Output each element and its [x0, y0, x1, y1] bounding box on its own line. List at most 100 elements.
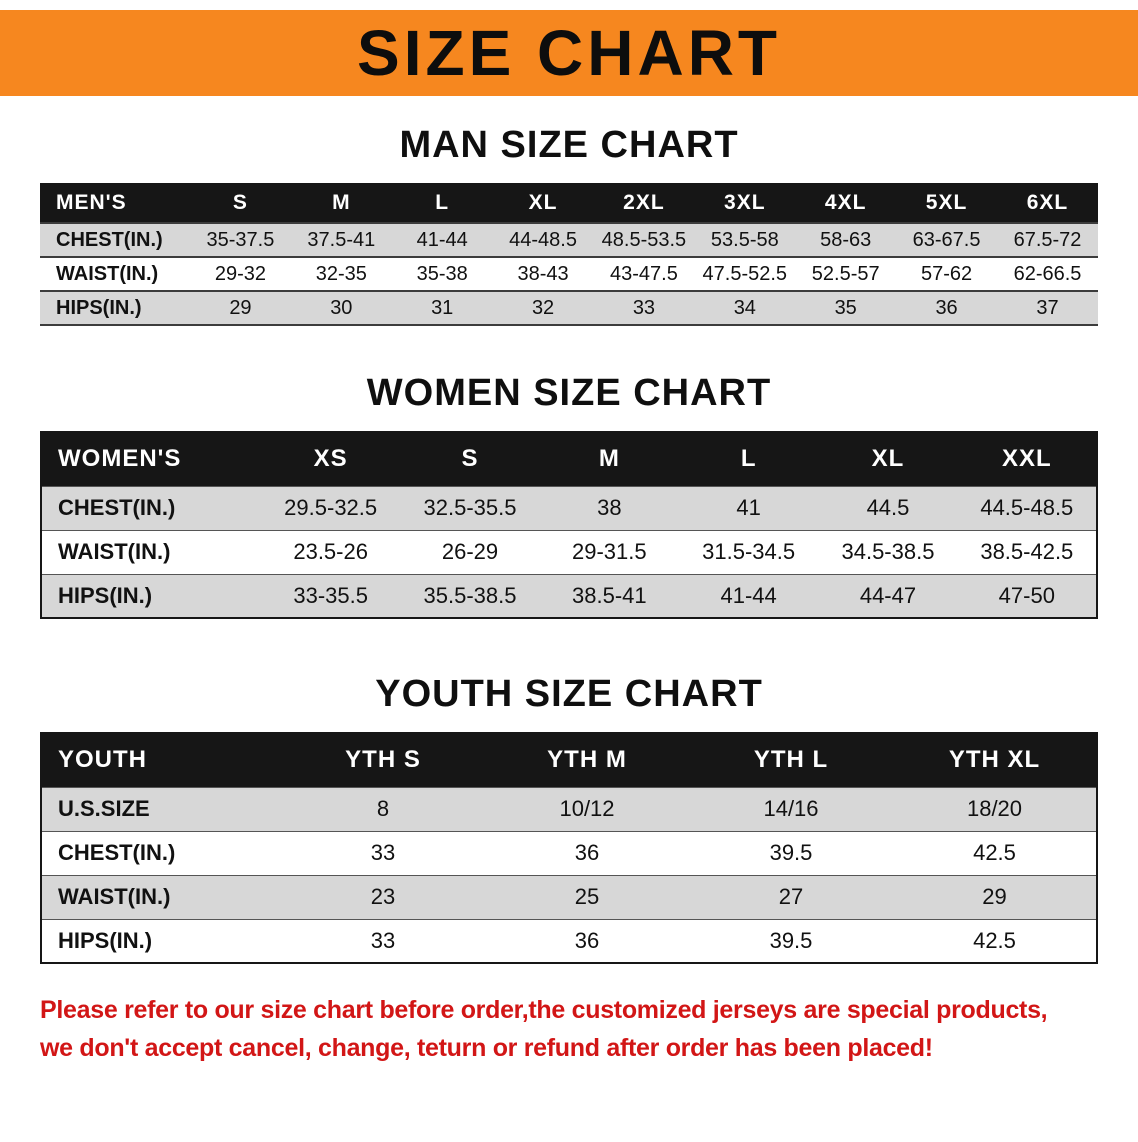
women-chart-heading: WOMEN SIZE CHART	[366, 372, 772, 414]
data-cell: 31	[431, 296, 454, 319]
data-cell: 32.5-35.5	[423, 495, 517, 520]
data-cell: 30	[330, 296, 353, 319]
header-cell: XS	[261, 432, 401, 486]
data-cell: 48.5-53.5	[601, 228, 687, 251]
row-label: CHEST(IN.)	[56, 228, 163, 251]
header-cell: MEN'S	[40, 183, 190, 223]
data-cell: 33	[370, 927, 396, 953]
table-row: CHEST(IN.) 35-37.5 37.5-41 41-44 44-48.5…	[40, 223, 1098, 257]
table-row: WAIST(IN.) 23 25 27 29	[41, 875, 1097, 919]
row-label: CHEST(IN.)	[58, 840, 176, 865]
data-cell: 10/12	[559, 796, 615, 821]
data-cell: 32	[531, 296, 555, 319]
table-row: HIPS(IN.) 33 36 39.5 42.5	[41, 919, 1097, 963]
header-cell: WOMEN'S	[41, 432, 261, 486]
header-cell: M	[290, 183, 392, 223]
data-cell: 35	[834, 296, 857, 319]
table-row: U.S.SIZE 8 10/12 14/16 18/20	[41, 787, 1097, 831]
header-cell: M	[539, 432, 679, 486]
table-row: HIPS(IN.) 29 30 31 32 33 34 35 36 37	[40, 291, 1098, 325]
row-label: WAIST(IN.)	[58, 539, 171, 564]
data-cell: 38	[597, 495, 622, 520]
data-cell: 44-48.5	[509, 228, 577, 251]
data-cell: 42.5	[973, 927, 1016, 953]
data-cell: 42.5	[973, 840, 1016, 865]
table-row: HIPS(IN.) 33-35.5 35.5-38.5 38.5-41 41-4…	[41, 574, 1097, 618]
banner-title: SIZE CHART	[357, 17, 781, 89]
data-cell: 43-47.5	[610, 262, 678, 285]
women-header-row: WOMEN'S XS S M L XL XXL	[41, 432, 1097, 486]
data-cell: 38.5-41	[572, 582, 647, 608]
data-cell: 33	[370, 840, 396, 865]
data-cell: 36	[574, 840, 600, 865]
data-cell: 37	[1036, 296, 1059, 319]
men-chart-heading: MAN SIZE CHART	[399, 124, 739, 166]
data-cell: 31.5-34.5	[702, 539, 796, 564]
header-cell: YTH L	[689, 733, 893, 787]
row-label: WAIST(IN.)	[56, 262, 159, 285]
data-cell: 23.5-26	[293, 539, 368, 564]
youth-chart-heading: YOUTH SIZE CHART	[375, 673, 763, 715]
header-cell: YTH M	[485, 733, 689, 787]
table-row: WAIST(IN.) 29-32 32-35 35-38 38-43 43-47…	[40, 257, 1098, 291]
data-cell: 8	[376, 796, 390, 821]
data-cell: 23	[370, 884, 396, 909]
header-cell: 5XL	[896, 183, 997, 223]
row-label: HIPS(IN.)	[56, 296, 142, 319]
data-cell: 29.5-32.5	[284, 495, 378, 520]
data-cell: 33	[632, 296, 656, 319]
data-cell: 25	[574, 884, 600, 909]
data-cell: 44.5-48.5	[980, 495, 1074, 520]
data-cell: 38-43	[517, 262, 569, 285]
row-label: HIPS(IN.)	[58, 582, 153, 608]
data-cell: 41-44	[416, 228, 468, 251]
header-cell: 2XL	[593, 183, 695, 223]
header-cell: XL	[492, 183, 594, 223]
data-cell: 39.5	[769, 840, 813, 865]
data-cell: 37.5-41	[307, 228, 376, 251]
size-chart-banner: SIZE CHART	[0, 10, 1138, 96]
header-cell: L	[391, 183, 493, 223]
table-row: CHEST(IN.) 29.5-32.5 32.5-35.5 38 41 44.…	[41, 486, 1097, 530]
data-cell: 34.5-38.5	[841, 539, 935, 564]
data-cell: 53.5-58	[710, 228, 779, 251]
data-cell: 58-63	[820, 228, 872, 251]
youth-size-table: YOUTH YTH S YTH M YTH L YTH XL U.S.SIZE …	[40, 732, 1098, 964]
data-cell: 26-29	[441, 539, 499, 564]
row-label: CHEST(IN.)	[58, 495, 176, 520]
header-cell: 3XL	[694, 183, 796, 223]
table-row: WAIST(IN.) 23.5-26 26-29 29-31.5 31.5-34…	[41, 530, 1097, 574]
data-cell: 29	[982, 884, 1007, 909]
table-row: CHEST(IN.) 33 36 39.5 42.5	[41, 831, 1097, 875]
data-cell: 29-31.5	[572, 539, 647, 564]
data-cell: 33-35.5	[293, 582, 368, 608]
data-cell: 36	[574, 927, 600, 953]
data-cell: 29-32	[214, 262, 267, 285]
men-size-table: MEN'S S M L XL 2XL 3XL 4XL 5XL 6XL CHEST…	[40, 183, 1098, 326]
data-cell: 44-47	[859, 582, 917, 608]
data-cell: 36	[935, 296, 958, 319]
data-cell: 35-38	[416, 262, 468, 285]
disclaimer-line-2: we don't accept cancel, change, teturn o…	[40, 1033, 933, 1062]
data-cell: 67.5-72	[1013, 228, 1082, 251]
data-cell: 38.5-42.5	[980, 539, 1074, 564]
header-cell: YOUTH	[41, 733, 281, 787]
data-cell: 32-35	[315, 262, 367, 285]
data-cell: 47.5-52.5	[702, 262, 788, 285]
data-cell: 52.5-57	[811, 262, 880, 285]
data-cell: 41-44	[720, 582, 777, 608]
data-cell: 35.5-38.5	[423, 582, 517, 608]
data-cell: 47-50	[998, 582, 1055, 608]
data-cell: 34	[733, 296, 756, 319]
header-cell: YTH S	[281, 733, 485, 787]
header-cell: 4XL	[795, 183, 897, 223]
data-cell: 27	[778, 884, 804, 909]
data-cell: 57-62	[920, 262, 973, 285]
youth-header-row: YOUTH YTH S YTH M YTH L YTH XL	[41, 733, 1097, 787]
data-cell: 29	[229, 296, 252, 319]
header-cell: L	[678, 432, 819, 486]
data-cell: 63-67.5	[912, 228, 981, 251]
data-cell: 39.5	[769, 927, 813, 953]
header-cell: YTH XL	[893, 733, 1097, 787]
data-cell: 18/20	[966, 796, 1023, 821]
